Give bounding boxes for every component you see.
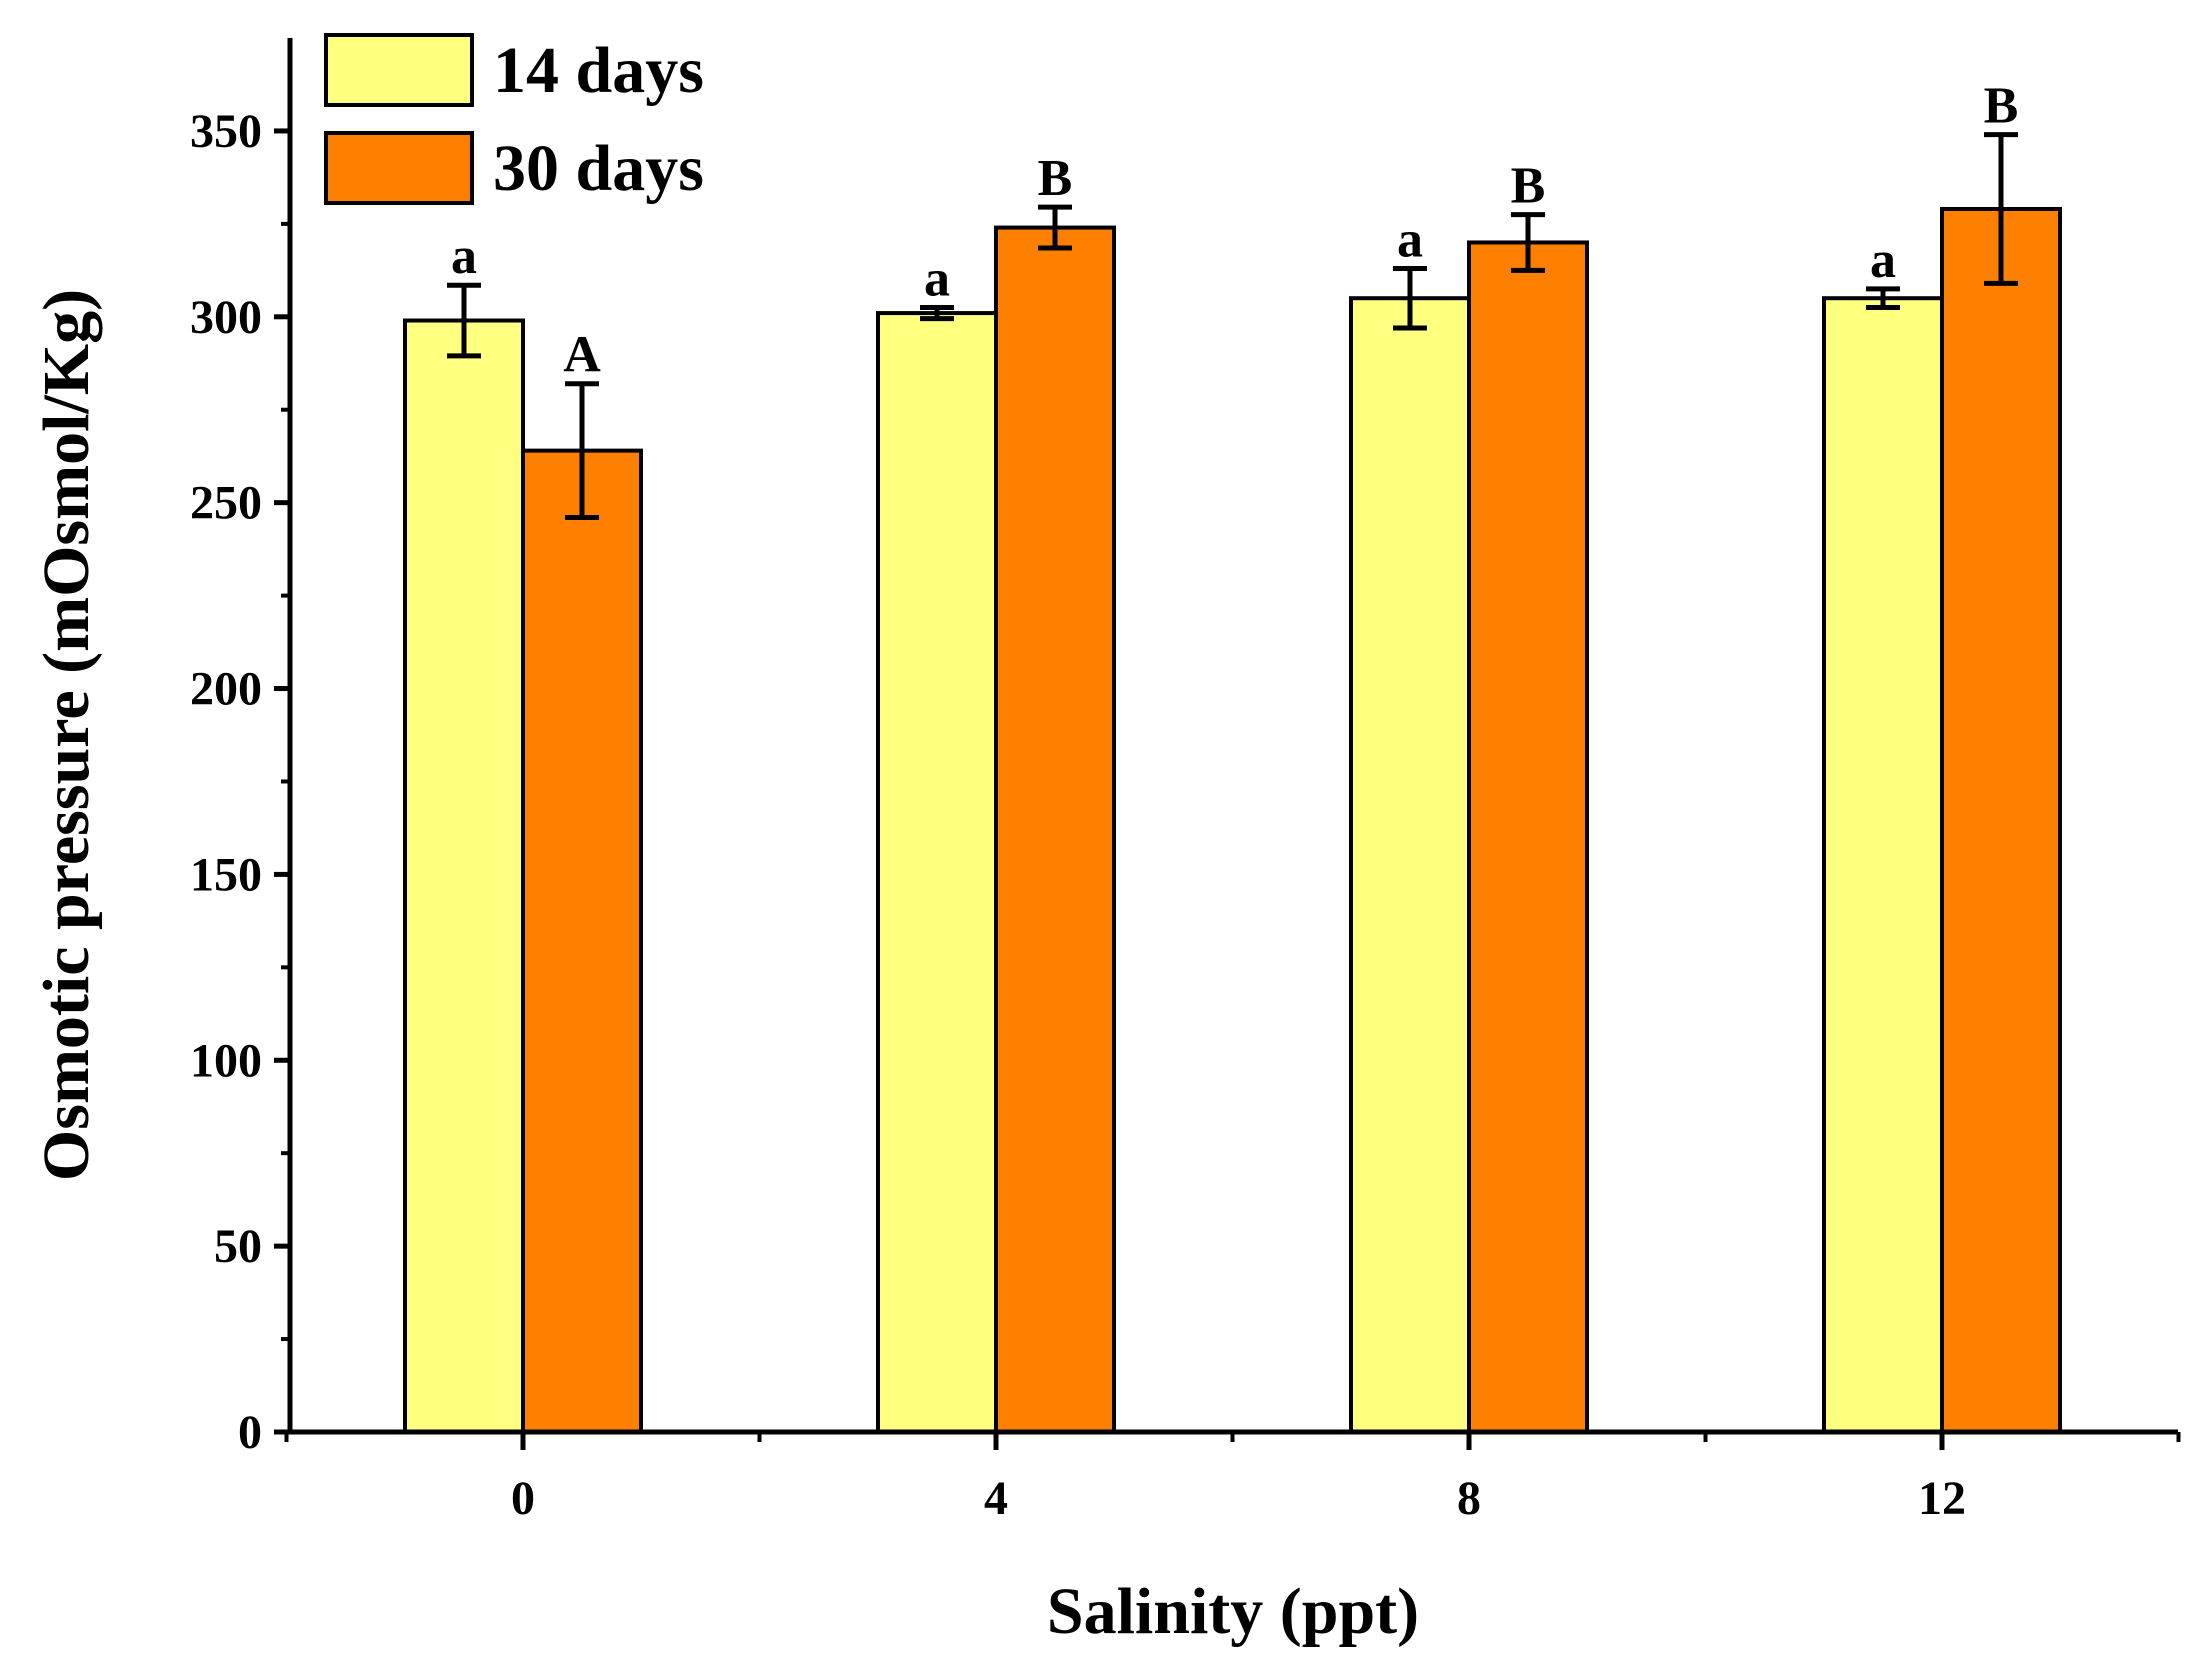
bar-30-days-4 (994, 225, 1116, 1435)
sig-label-30-days-8: B (1511, 158, 1546, 215)
errorbar-14-days-8 (1393, 265, 1427, 331)
sig-label-14-days-0: a (451, 228, 477, 285)
sig-label-14-days-4: a (924, 251, 950, 308)
bar-14-days-4 (876, 311, 998, 1435)
y-axis-title: Osmotic pressure (mOsmol/Kg) (30, 289, 103, 1181)
legend-swatch-30-days (324, 131, 474, 205)
bar-30-days-12 (1940, 206, 2062, 1435)
bar-14-days-12 (1822, 296, 1944, 1434)
errorbar-30-days-12 (1984, 132, 2018, 286)
y-tick-label: 100 (190, 1034, 262, 1087)
x-tick-label: 8 (1457, 1472, 1481, 1525)
sig-label-30-days-0: A (563, 327, 601, 384)
errorbar-30-days-0 (565, 381, 599, 521)
legend-label-14-days: 14 days (493, 34, 704, 107)
errorbars-layer (447, 132, 2018, 521)
legend-swatch-14-days (324, 33, 474, 107)
y-tick-label: 350 (190, 105, 262, 158)
y-tick-label: 200 (190, 663, 262, 716)
sig-label-30-days-12: B (1984, 78, 2019, 135)
bar-14-days-0 (403, 318, 525, 1434)
y-tick-label: 250 (190, 477, 262, 530)
legend: 14 days 30 days (324, 33, 704, 205)
bar-14-days-8 (1349, 296, 1471, 1434)
errorbar-30-days-4 (1038, 204, 1072, 251)
bar-30-days-8 (1467, 240, 1589, 1434)
bars-layer (403, 206, 2062, 1435)
errorbar-30-days-8 (1511, 212, 1545, 273)
x-ticks: 0 4 8 12 (284, 1432, 2181, 1525)
sig-label-30-days-4: B (1038, 150, 1073, 207)
sig-label-14-days-12: a (1870, 232, 1896, 289)
sig-label-14-days-8: a (1397, 211, 1423, 268)
y-tick-label: 0 (238, 1406, 262, 1459)
y-tick-label: 150 (190, 848, 262, 901)
x-tick-label: 4 (984, 1472, 1008, 1525)
x-tick-label: 12 (1918, 1472, 1966, 1525)
legend-label-30-days: 30 days (493, 132, 704, 205)
bar-30-days-0 (521, 448, 643, 1434)
errorbar-14-days-12 (1866, 286, 1900, 311)
errorbar-14-days-4 (920, 305, 954, 322)
y-tick-label: 300 (190, 291, 262, 344)
x-axis-title: Salinity (ppt) (1047, 1575, 1419, 1648)
significance-labels: a a a a A B B B (451, 78, 2018, 384)
errorbar-14-days-0 (447, 282, 481, 359)
y-ticks: 0 50 100 150 200 250 300 350 (190, 105, 290, 1459)
y-tick-label: 50 (214, 1220, 262, 1273)
x-tick-label: 0 (511, 1472, 535, 1525)
